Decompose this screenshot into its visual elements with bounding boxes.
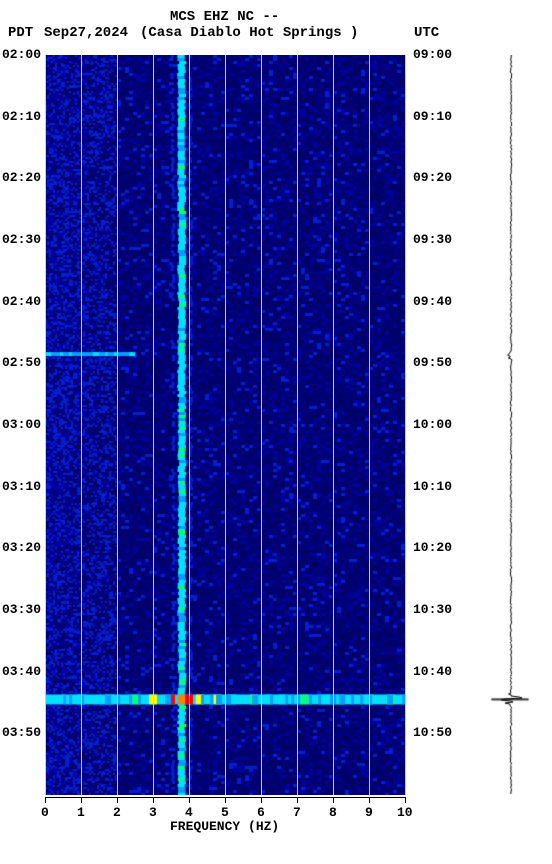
right-timezone: UTC xyxy=(414,26,439,40)
gridline xyxy=(333,55,334,795)
y-tick-right: 10:10 xyxy=(413,480,452,493)
date: Sep27,2024 xyxy=(44,26,128,40)
x-tick-label: 7 xyxy=(293,805,301,820)
y-tick-right: 09:40 xyxy=(413,295,452,308)
seismic-spectrogram-figure: MCS EHZ NC -- PDT Sep27,2024 (Casa Diabl… xyxy=(0,0,552,864)
x-tick-label: 9 xyxy=(365,805,373,820)
y-tick-left: 02:40 xyxy=(2,295,41,308)
x-tick xyxy=(225,797,226,803)
x-tick xyxy=(333,797,334,803)
gridline xyxy=(261,55,262,795)
y-tick-right: 09:00 xyxy=(413,48,452,61)
y-tick-left: 03:00 xyxy=(2,418,41,431)
gridline xyxy=(189,55,190,795)
x-tick xyxy=(369,797,370,803)
gridline xyxy=(117,55,118,795)
spectrogram-panel xyxy=(45,55,405,795)
y-tick-left: 03:40 xyxy=(2,665,41,678)
x-tick-label: 0 xyxy=(41,805,49,820)
x-tick-label: 8 xyxy=(329,805,337,820)
side-trace-canvas xyxy=(490,55,530,795)
y-tick-left: 02:30 xyxy=(2,233,41,246)
x-tick-label: 2 xyxy=(113,805,121,820)
y-tick-right: 09:50 xyxy=(413,356,452,369)
y-tick-right: 09:30 xyxy=(413,233,452,246)
x-tick-label: 1 xyxy=(77,805,85,820)
x-tick xyxy=(45,797,46,803)
gridline xyxy=(225,55,226,795)
side-trace-panel xyxy=(490,55,530,795)
x-tick xyxy=(153,797,154,803)
y-tick-right: 10:40 xyxy=(413,665,452,678)
x-tick xyxy=(81,797,82,803)
y-tick-right: 10:00 xyxy=(413,418,452,431)
y-tick-left: 03:10 xyxy=(2,480,41,493)
y-tick-left: 03:50 xyxy=(2,726,41,739)
gridline xyxy=(405,55,406,795)
x-tick xyxy=(189,797,190,803)
x-axis-label: FREQUENCY (HZ) xyxy=(170,819,279,834)
station-line: MCS EHZ NC -- xyxy=(170,10,279,24)
x-tick xyxy=(405,797,406,803)
y-tick-left: 02:50 xyxy=(2,356,41,369)
left-timezone: PDT xyxy=(8,26,33,40)
y-tick-right: 10:20 xyxy=(413,541,452,554)
x-tick-label: 5 xyxy=(221,805,229,820)
y-tick-left: 03:30 xyxy=(2,603,41,616)
x-tick-label: 6 xyxy=(257,805,265,820)
station-location: (Casa Diablo Hot Springs ) xyxy=(140,26,358,40)
y-tick-right: 10:30 xyxy=(413,603,452,616)
x-tick-label: 3 xyxy=(149,805,157,820)
x-tick xyxy=(261,797,262,803)
y-tick-left: 03:20 xyxy=(2,541,41,554)
gridline xyxy=(81,55,82,795)
x-tick-label: 10 xyxy=(397,805,413,820)
y-tick-left: 02:00 xyxy=(2,48,41,61)
y-tick-left: 02:20 xyxy=(2,171,41,184)
y-tick-right: 09:20 xyxy=(413,171,452,184)
gridline xyxy=(297,55,298,795)
gridline xyxy=(153,55,154,795)
x-tick xyxy=(117,797,118,803)
vertical-gridlines xyxy=(45,55,405,795)
y-tick-right: 09:10 xyxy=(413,110,452,123)
gridline xyxy=(45,55,46,795)
x-tick-label: 4 xyxy=(185,805,193,820)
x-tick xyxy=(297,797,298,803)
gridline xyxy=(369,55,370,795)
y-tick-right: 10:50 xyxy=(413,726,452,739)
y-tick-left: 02:10 xyxy=(2,110,41,123)
